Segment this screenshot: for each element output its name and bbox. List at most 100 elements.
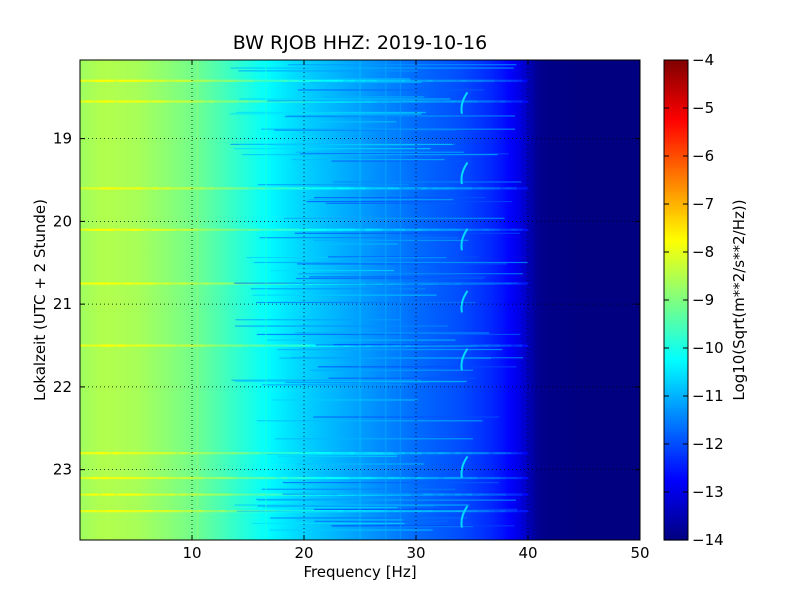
- heatmap-band-cell: [136, 187, 142, 190]
- heatmap-band-cell: [152, 100, 159, 103]
- heatmap-band-cell: [225, 476, 232, 480]
- heatmap-band-cell: [130, 228, 137, 231]
- heatmap-band-cell: [455, 100, 462, 103]
- colorbar-segment: [664, 532, 688, 536]
- heatmap-band-cell: [388, 476, 394, 480]
- heatmap-band-cell: [388, 452, 394, 455]
- heatmap-band-cell: [320, 187, 327, 190]
- heatmap-band-cell: [460, 476, 467, 480]
- heatmap-band-cell: [102, 493, 109, 496]
- heatmap-band-cell: [466, 493, 473, 496]
- colorbar-segment: [664, 297, 688, 301]
- heatmap-band-cell: [477, 344, 484, 347]
- colorbar-segment: [664, 182, 688, 186]
- heatmap-band-cell: [438, 452, 445, 455]
- heatmap-band-cell: [164, 187, 170, 190]
- heatmap-band-cell: [130, 452, 137, 455]
- heatmap-band-cell: [214, 344, 221, 347]
- heatmap-texture-line: [275, 144, 416, 146]
- heatmap-band-cell: [225, 79, 232, 82]
- heatmap-band-cell: [119, 493, 126, 496]
- heatmap-band-cell: [80, 344, 86, 347]
- heatmap-band-cell: [376, 79, 383, 82]
- colorbar-segment: [664, 88, 688, 92]
- heatmap-band-cell: [169, 493, 176, 496]
- heatmap-band-cell: [113, 510, 120, 513]
- tonal-burst: [460, 455, 469, 479]
- heatmap-band-cell: [505, 187, 512, 190]
- colorbar-tick-label: −10: [692, 339, 724, 357]
- heatmap-band-cell: [421, 100, 428, 103]
- heatmap-band-cell: [516, 228, 523, 231]
- heatmap-band-cell: [214, 452, 221, 455]
- heatmap-band-cell: [511, 344, 518, 347]
- heatmap-band-cell: [309, 79, 316, 82]
- heatmap-band-cell: [85, 452, 92, 455]
- heatmap-band-cell: [522, 79, 529, 82]
- colorbar-segment: [664, 280, 688, 284]
- heatmap-band-cell: [483, 228, 490, 231]
- heatmap-texture-line: [331, 525, 515, 527]
- heatmap-band-cell: [253, 476, 260, 480]
- heatmap-band-cell: [102, 100, 109, 103]
- heatmap-band-cell: [494, 510, 501, 513]
- colorbar-segment: [664, 204, 688, 207]
- heatmap-band-cell: [130, 187, 137, 190]
- heatmap-band-cell: [298, 452, 305, 455]
- heatmap-band-cell: [102, 228, 109, 231]
- heatmap-band-cell: [180, 100, 187, 103]
- heatmap-band-cell: [483, 493, 490, 496]
- heatmap-band-cell: [192, 344, 198, 347]
- heatmap-band-cell: [113, 282, 120, 285]
- heatmap-band-cell: [80, 100, 86, 103]
- heatmap-band-cell: [152, 344, 159, 347]
- heatmap-band-cell: [287, 344, 294, 347]
- heatmap-band-cell: [208, 493, 215, 496]
- heatmap-band-cell: [158, 79, 165, 82]
- heatmap-band-cell: [197, 228, 204, 231]
- heatmap-band-cell: [225, 510, 232, 513]
- heatmap-band-cell: [360, 452, 366, 455]
- heatmap-band-cell: [320, 476, 327, 480]
- colorbar-segment: [664, 175, 688, 179]
- colorbar-segment: [664, 343, 688, 347]
- colorbar-segment: [664, 508, 688, 512]
- heatmap-band-cell: [315, 79, 322, 82]
- colorbar-segment: [664, 434, 688, 438]
- heatmap-band-cell: [365, 79, 372, 82]
- heatmap-band-cell: [270, 228, 277, 231]
- heatmap-band-cell: [460, 344, 467, 347]
- colorbar-segment: [664, 319, 688, 323]
- colorbar: −4 −5 −6 −7 −8 −9 −10 −11 −12 −13 −14: [663, 51, 724, 549]
- heatmap-band-cell: [96, 100, 103, 103]
- heatmap-band-cell: [337, 79, 344, 82]
- heatmap-texture-line: [291, 159, 445, 161]
- colorbar-segment: [664, 122, 688, 126]
- heatmap-band-cell: [136, 228, 142, 231]
- heatmap-texture-line: [313, 416, 500, 418]
- heatmap-band-cell: [248, 79, 254, 82]
- heatmap-band-cell: [511, 476, 518, 480]
- colorbar-segment: [664, 456, 688, 459]
- heatmap-band-cell: [180, 452, 187, 455]
- heatmap-band-cell: [147, 344, 154, 347]
- heatmap-band-cell: [511, 79, 518, 82]
- colorbar-segment: [664, 283, 688, 287]
- heatmap-band-cell: [432, 476, 439, 480]
- heatmap-band-cell: [516, 282, 523, 285]
- heatmap-band-cell: [500, 79, 506, 82]
- colorbar-segment: [664, 506, 688, 510]
- heatmap-band-cell: [416, 79, 422, 82]
- heatmap-band-cell: [259, 79, 266, 82]
- heatmap-band-cell: [337, 100, 344, 103]
- heatmap-texture-line: [285, 381, 464, 383]
- heatmap-vertical-line: [265, 60, 267, 540]
- colorbar-segment: [664, 132, 688, 135]
- heatmap-band-cell: [175, 228, 182, 231]
- heatmap-band-cell: [108, 187, 114, 190]
- heatmap-band-cell: [472, 79, 478, 82]
- heatmap-texture-line: [297, 263, 507, 265]
- heatmap-band-cell: [444, 452, 450, 455]
- heatmap-band-cell: [242, 493, 249, 496]
- colorbar-segment: [664, 62, 688, 66]
